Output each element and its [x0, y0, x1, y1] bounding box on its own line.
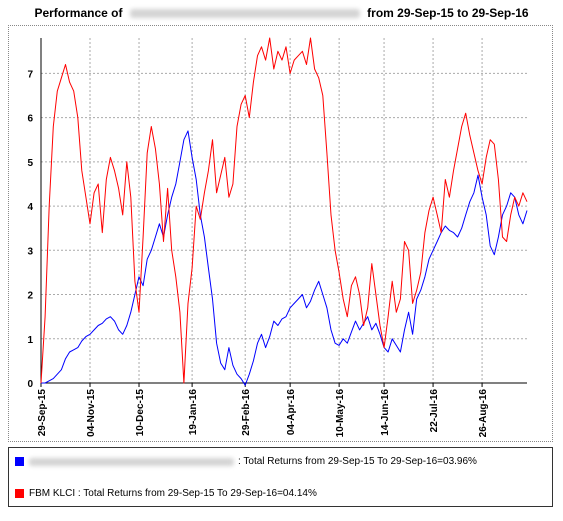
x-tick-label: 26-Aug-16: [478, 389, 489, 438]
y-tick-label: 2: [27, 291, 33, 302]
y-tick-label: 4: [27, 202, 33, 213]
legend-swatch-fund: [15, 457, 24, 466]
x-tick-label: 10-Dec-15: [135, 389, 146, 437]
legend-index-text: FBM KLCI : Total Returns from 29-Sep-15 …: [29, 488, 317, 499]
title-fund-name: [129, 9, 360, 19]
line-chart: 0 1 2 3 4 5 6 7 29-Sep-15 04-Nov-15 10-Dec-15 19-Ja…: [27, 37, 528, 438]
x-tick-label: 10-May-16: [335, 389, 346, 438]
chart-title: Performance of from 29-Sep-15 to 29-Sep-…: [0, 6, 563, 20]
x-tick-label: 29-Feb-16: [241, 389, 252, 436]
x-tick-label: 19-Jan-16: [188, 389, 199, 436]
chart-frame: 0 1 2 3 4 5 6 7 29-Sep-15 04-Nov-15 10-Dec-15 19-Ja…: [8, 25, 553, 442]
title-prefix: Performance of: [34, 6, 123, 20]
x-tick-label: 22-Jul-16: [429, 389, 440, 433]
y-tick-label: 6: [27, 114, 33, 125]
y-tick-label: 1: [27, 335, 33, 346]
legend: : Total Returns from 29-Sep-15 To 29-Sep…: [8, 447, 553, 507]
legend-item-fund: : Total Returns from 29-Sep-15 To 29-Sep…: [15, 456, 477, 467]
x-tick-label: 04-Nov-15: [86, 389, 97, 437]
legend-fund-text: : Total Returns from 29-Sep-15 To 29-Sep…: [238, 456, 477, 467]
y-tick-label: 5: [27, 158, 33, 169]
x-tick-label: 29-Sep-15: [37, 389, 48, 437]
legend-fund-name: [29, 457, 234, 466]
x-tick-label: 04-Apr-16: [286, 389, 297, 436]
y-tick-label: 0: [27, 379, 33, 390]
y-tick-label: 3: [27, 246, 33, 257]
title-suffix: from 29-Sep-15 to 29-Sep-16: [367, 6, 529, 20]
x-tick-label: 14-Jun-16: [380, 389, 391, 436]
series-line-fbm-klci: [40, 37, 528, 384]
legend-swatch-index: [15, 489, 24, 498]
y-tick-label: 7: [27, 69, 33, 80]
legend-item-index: FBM KLCI : Total Returns from 29-Sep-15 …: [15, 488, 317, 499]
series-line-fund: [41, 130, 528, 386]
